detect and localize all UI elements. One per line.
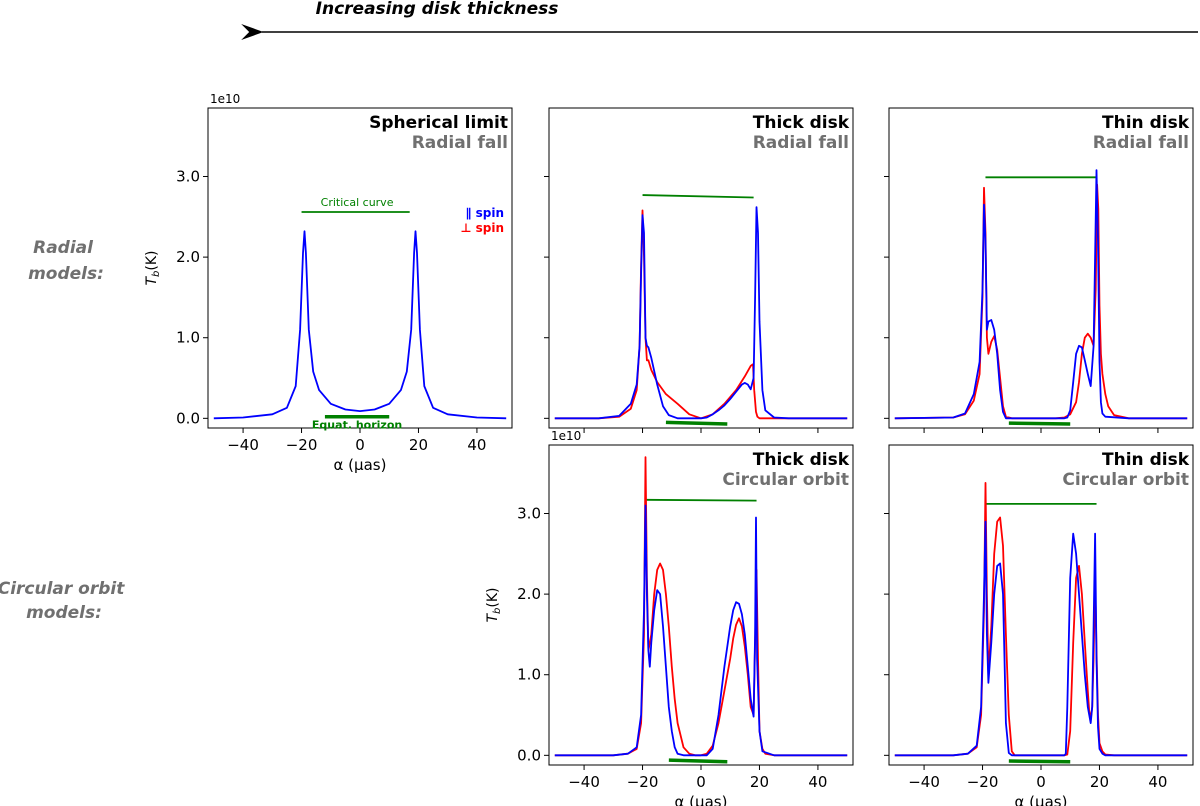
series-parallel-spin <box>554 206 848 420</box>
panel-thick-circular: −40 −20 0 20 40 0.0 1.0 2.0 3.0 1e10 Tb(K) α (μas) T… <box>485 429 854 806</box>
equat-horizon-line <box>668 758 728 764</box>
x-tick-label: −20 <box>286 436 318 454</box>
legend-perpendicular-spin: ⊥ spin <box>460 221 504 235</box>
y-tick-label: 1.0 <box>517 666 541 684</box>
x-tick-label: −20 <box>627 773 659 791</box>
panel-subtitle: Radial fall <box>753 133 849 153</box>
y-axis-label: Tb(K) <box>144 250 162 285</box>
y-tick-label: 3.0 <box>176 168 200 186</box>
x-axis-label: α (μas) <box>334 456 387 474</box>
x-tick-label: −20 <box>967 773 999 791</box>
panel-title: Thick disk <box>753 113 850 133</box>
x-tick-label: 20 <box>409 436 428 454</box>
y-tick-label: 0.0 <box>176 409 200 427</box>
x-tick-label: 40 <box>467 436 486 454</box>
row-label-circular: Circular orbit models: <box>0 579 130 623</box>
y-tick-label: 2.0 <box>517 585 541 603</box>
series-parallel-spin <box>554 504 848 757</box>
panel-title: Thin disk <box>1102 450 1190 470</box>
series-parallel-spin <box>894 520 1188 757</box>
x-tick-label: −40 <box>908 773 940 791</box>
critical-curve-label: Critical curve <box>321 196 394 209</box>
panel-subtitle: Circular orbit <box>1062 470 1189 490</box>
equat-horizon-line <box>665 420 728 426</box>
series-parallel-spin <box>894 169 1188 420</box>
critical-curve-line <box>645 498 757 502</box>
x-tick-label: 0 <box>355 436 365 454</box>
panel-subtitle: Circular orbit <box>722 470 849 490</box>
x-tick-label: 20 <box>750 773 769 791</box>
panel-title: Thin disk <box>1102 113 1190 133</box>
row-label-radial: Radial models: <box>28 238 104 284</box>
panel-title: Spherical limit <box>369 113 508 133</box>
x-tick-label: 20 <box>1090 773 1109 791</box>
x-tick-label: 0 <box>696 773 706 791</box>
x-tick-label: −40 <box>568 773 600 791</box>
x-axis-label: α (μas) <box>1015 793 1068 806</box>
panel-title: Thick disk <box>753 450 850 470</box>
equat-horizon-line <box>1008 421 1071 426</box>
panel-subtitle: Radial fall <box>412 133 508 153</box>
y-tick-label: 3.0 <box>517 505 541 523</box>
panel-spherical: −40 −20 0 20 40 0.0 1.0 2.0 3.0 1e10 Tb(K) α (μas) S… <box>144 92 513 474</box>
critical-curve-line <box>642 194 754 199</box>
x-tick-label: −40 <box>227 436 259 454</box>
legend-parallel-spin: ∥ spin <box>465 206 504 220</box>
x-tick-label: 40 <box>808 773 827 791</box>
y-axis-label: Tb(K) <box>485 587 503 622</box>
series-parallel-spin <box>213 230 507 420</box>
exponent-label: 1e10 <box>210 92 240 106</box>
x-axis-label: α (μas) <box>675 793 728 806</box>
y-tick-label: 1.0 <box>176 329 200 347</box>
y-tick-label: 0.0 <box>517 746 541 764</box>
y-tick-label: 2.0 <box>176 248 200 266</box>
equat-horizon-label: Equat. horizon <box>312 419 402 432</box>
exponent-label: 1e10 <box>551 429 581 443</box>
equat-horizon-line <box>1008 759 1071 764</box>
x-tick-label: 40 <box>1148 773 1167 791</box>
panel-subtitle: Radial fall <box>1093 133 1189 153</box>
thickness-label: Increasing disk thickness <box>316 0 559 19</box>
x-tick-label: 0 <box>1036 773 1046 791</box>
